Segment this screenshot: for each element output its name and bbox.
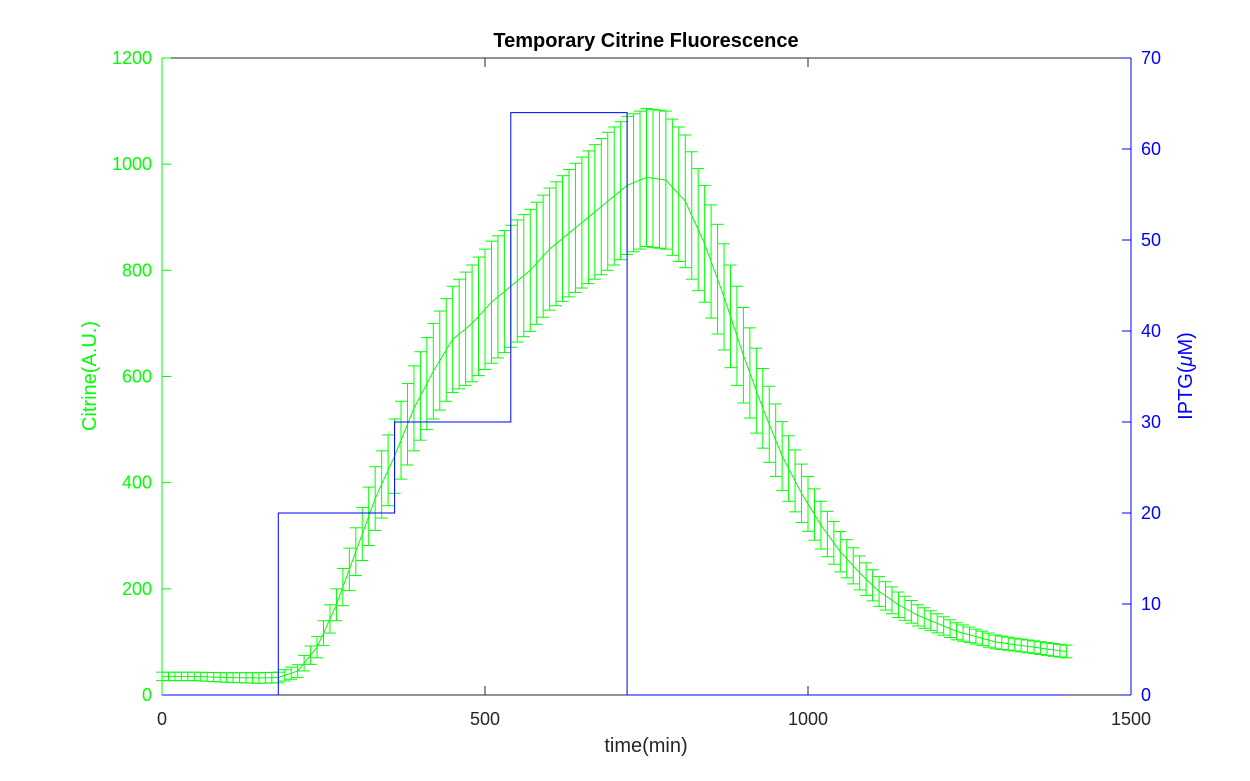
plot-area: 0 500 1000 1500 time(min) 02004006008001000… xyxy=(79,48,1197,757)
x-tick-label: 1500 xyxy=(1111,709,1151,729)
y-left-tick-label: 800 xyxy=(122,260,152,280)
y-right-tick-label: 70 xyxy=(1141,48,1161,68)
y-left-tick-group: 0 200 400 600 800 1000 1200 xyxy=(112,48,171,705)
y-right-tick-group: 0 10 20 30 40 50 60 70 xyxy=(1122,48,1161,705)
y-right-tick-label: 50 xyxy=(1141,230,1161,250)
y-right-axis: 0 10 20 30 40 50 60 70 IPTG(μM) xyxy=(1122,48,1197,705)
y-left-axis-label: Citrine(A.U.) xyxy=(79,321,101,431)
y-right-tick-label: 30 xyxy=(1141,412,1161,432)
y-right-label-mu: μ xyxy=(1175,355,1197,367)
y-right-tick-label: 40 xyxy=(1141,321,1161,341)
x-tick-label: 0 xyxy=(157,709,167,729)
citrine-series-line xyxy=(162,176,1067,679)
chart-title: Temporary Citrine Fluorescence xyxy=(493,30,798,52)
y-right-axis-label: IPTG(μM) xyxy=(1175,332,1197,420)
x-tick-label: 500 xyxy=(470,709,500,729)
y-left-tick-label: 400 xyxy=(122,473,152,493)
x-tick-label: 1000 xyxy=(788,709,828,729)
y-left-tick-label: 600 xyxy=(122,367,152,387)
y-right-label-suffix: M) xyxy=(1175,332,1197,355)
y-left-tick-label: 0 xyxy=(142,685,152,705)
y-left-tick-label: 200 xyxy=(122,579,152,599)
iptg-series-line xyxy=(162,112,1067,696)
y-right-tick-label: 0 xyxy=(1141,685,1151,705)
y-right-tick-label: 60 xyxy=(1141,139,1161,159)
y-right-label-prefix: IPTG( xyxy=(1175,366,1197,420)
y-right-tick-label: 20 xyxy=(1141,503,1161,523)
y-left-tick-label: 1200 xyxy=(112,48,152,68)
y-left-axis: 0 200 400 600 800 1000 1200 Citrine(A.U.) xyxy=(79,48,171,705)
y-right-tick-label: 10 xyxy=(1141,594,1161,614)
y-left-tick-label: 1000 xyxy=(112,154,152,174)
x-axis-label: time(min) xyxy=(604,735,687,757)
